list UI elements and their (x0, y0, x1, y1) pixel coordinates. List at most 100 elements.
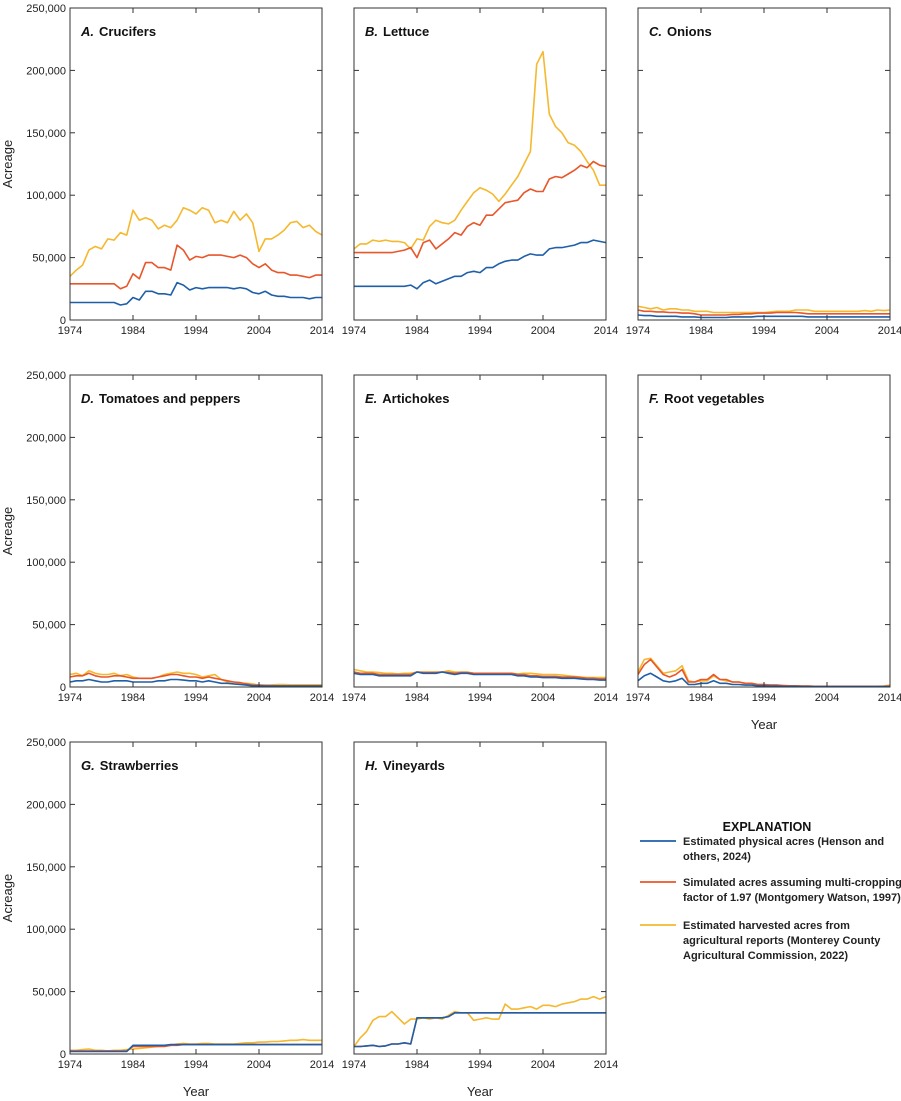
x-tick-label: 1984 (121, 325, 145, 337)
panel-name: Artichokes (382, 391, 449, 406)
panel-title: F. Root vegetables (649, 391, 765, 406)
x-tick-label: 1994 (468, 1059, 492, 1071)
y-tick-label: 100,000 (26, 190, 66, 202)
x-tick-label: 1994 (752, 325, 776, 337)
x-tick-label: 1984 (405, 1059, 429, 1071)
panel-name: Onions (667, 24, 712, 39)
panel-title: D. Tomatoes and peppers (81, 391, 240, 406)
series-line-physical (354, 1011, 606, 1048)
x-tick-label: 2014 (310, 325, 334, 337)
y-tick-label: 50,000 (32, 987, 66, 999)
x-tick-label: 2014 (310, 1059, 334, 1071)
series-line-physical (69, 678, 322, 687)
panel-letter: D. (81, 391, 94, 406)
x-tick-label: 2014 (594, 692, 618, 704)
legend-label-harvested: Agricultural Commission, 2022) (683, 950, 848, 962)
x-axis-label: Year (183, 1084, 210, 1099)
plot-frame (637, 7, 891, 321)
x-tick-label: 1974 (58, 692, 82, 704)
x-tick-label: 1984 (405, 692, 429, 704)
panel-letter: B. (365, 24, 378, 39)
x-axis-label: Year (467, 1084, 494, 1099)
panel-name: Tomatoes and peppers (99, 391, 240, 406)
plot-frame (353, 741, 607, 1055)
x-tick-label: 2004 (531, 325, 555, 337)
plot-frame (637, 374, 891, 688)
x-tick-label: 2004 (531, 692, 555, 704)
x-tick-label: 2014 (594, 1059, 618, 1071)
x-tick-label: 1974 (626, 692, 650, 704)
plot-frame (69, 741, 323, 1055)
y-tick-label: 200,000 (26, 432, 66, 444)
panel-letter: F. (649, 391, 659, 406)
x-tick-label: 2014 (878, 325, 901, 337)
legend-label-physical: others, 2024) (683, 851, 751, 863)
series-line-simulated (70, 244, 322, 290)
x-tick-label: 2014 (594, 325, 618, 337)
legend-label-simulated: Simulated acres assuming multi-cropping (683, 877, 901, 889)
legend: EXPLANATION Estimated physical acres (Hen… (640, 820, 901, 962)
y-tick-label: 150,000 (26, 862, 66, 874)
panel-title: A. Crucifers (80, 24, 156, 39)
y-tick-label: 250,000 (26, 737, 66, 749)
y-tick-label: 100,000 (26, 557, 66, 569)
plot-frame (69, 374, 323, 688)
series-line-simulated (354, 160, 607, 259)
y-tick-label: 200,000 (26, 65, 66, 77)
y-tick-label: 200,000 (26, 799, 66, 811)
y-tick-label: 250,000 (26, 370, 66, 382)
legend-title: EXPLANATION (723, 820, 812, 834)
legend-label-harvested: agricultural reports (Monterey County (683, 935, 881, 947)
legend-label-simulated: factor of 1.97 (Montgomery Watson, 1997) (683, 892, 901, 904)
panel-title: C. Onions (649, 24, 712, 39)
series-line-physical (70, 1043, 322, 1053)
x-tick-label: 2004 (815, 692, 839, 704)
x-tick-label: 1974 (58, 1059, 82, 1071)
panel-letter: C. (649, 24, 662, 39)
panel-letter: A. (80, 24, 94, 39)
panel-tomatoes-and-peppers: 1974 1984 1994 2004 2014 0 50,000 100,000 150,00… (0, 370, 334, 704)
x-tick-label: 1984 (405, 325, 429, 337)
panel-letter: G. (81, 758, 95, 773)
panel-onions: 1974 1984 1994 2004 2014 C. Onions (626, 7, 901, 337)
y-tick-label: 250,000 (26, 3, 66, 15)
y-tick-label: 0 (60, 315, 66, 327)
panel-crucifers: 1974 1984 1994 2004 2014 0 50,000 100,000 150,00… (0, 3, 334, 337)
series-line-physical (354, 239, 607, 290)
panel-title: E. Artichokes (365, 391, 450, 406)
series-line-harvested (353, 995, 607, 1047)
y-tick-label: 50,000 (32, 253, 66, 265)
series-line-physical (353, 671, 606, 681)
x-tick-label: 2014 (878, 692, 901, 704)
x-tick-label: 2004 (247, 692, 271, 704)
panel-name: Strawberries (100, 758, 179, 773)
x-tick-label: 1984 (121, 1059, 145, 1071)
panel-title: B. Lettuce (365, 24, 429, 39)
x-tick-label: 1994 (468, 692, 492, 704)
x-tick-label: 1994 (184, 325, 208, 337)
x-tick-label: 1974 (626, 325, 650, 337)
y-axis-label: Acreage (0, 874, 15, 922)
y-tick-label: 150,000 (26, 128, 66, 140)
x-tick-label: 2014 (310, 692, 334, 704)
y-tick-label: 150,000 (26, 495, 66, 507)
series-line-harvested (637, 305, 891, 314)
panel-strawberries: 1974 1984 1994 2004 2014 0 50,000 100,000 150,00… (0, 737, 334, 1099)
series-line-physical (70, 281, 322, 306)
y-tick-label: 0 (60, 1049, 66, 1061)
y-axis-label: Acreage (0, 140, 15, 188)
y-axis-label: Acreage (0, 507, 15, 555)
x-tick-label: 2004 (815, 325, 839, 337)
x-tick-label: 1984 (689, 325, 713, 337)
series-line-harvested (69, 206, 323, 277)
x-tick-label: 1984 (689, 692, 713, 704)
panel-name: Lettuce (383, 24, 429, 39)
series-line-simulated (354, 1011, 606, 1048)
legend-label-physical: Estimated physical acres (Henson and (683, 836, 884, 848)
panel-title: G. Strawberries (81, 758, 179, 773)
x-tick-label: 2004 (531, 1059, 555, 1071)
panel-letter: E. (365, 391, 377, 406)
panel-title: H. Vineyards (365, 758, 445, 773)
series-line-simulated (637, 309, 890, 316)
